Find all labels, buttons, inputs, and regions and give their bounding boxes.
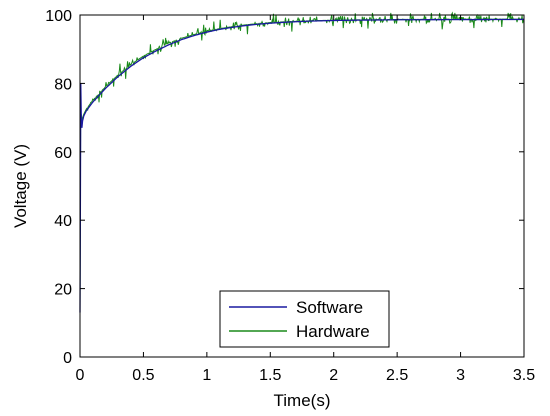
x-tick-label: 3 [456,367,465,384]
y-axis-title: Voltage (V) [11,144,30,228]
x-tick-label: 3.5 [513,367,535,384]
y-tick-label: 20 [54,282,72,299]
y-tick-label: 100 [45,8,72,25]
x-axis-title: Time(s) [274,391,331,410]
legend-box [219,290,390,348]
x-tick-label: 0.5 [132,367,154,384]
y-tick-label: 0 [63,350,72,367]
y-tick-label: 60 [54,145,72,162]
series-layer [79,11,524,313]
tick-labels-layer: 0 0.5 1 1.5 2 2.5 3 3.5 0 20 40 60 80 100 [45,8,535,384]
plot-frame [79,14,525,358]
y-tick-label: 40 [54,213,72,230]
x-tick-label: 2.5 [386,367,408,384]
ticks-layer [79,14,525,358]
legend: Software Hardware [219,290,390,348]
x-tick-label: 1 [202,367,211,384]
y-tick-label: 80 [54,76,72,93]
x-tick-label: 2 [329,367,338,384]
series-line-software [79,18,524,313]
x-tick-label: 0 [76,367,85,384]
legend-label-software: Software [296,298,363,317]
legend-label-hardware: Hardware [296,322,370,341]
x-tick-label: 1.5 [259,367,281,384]
